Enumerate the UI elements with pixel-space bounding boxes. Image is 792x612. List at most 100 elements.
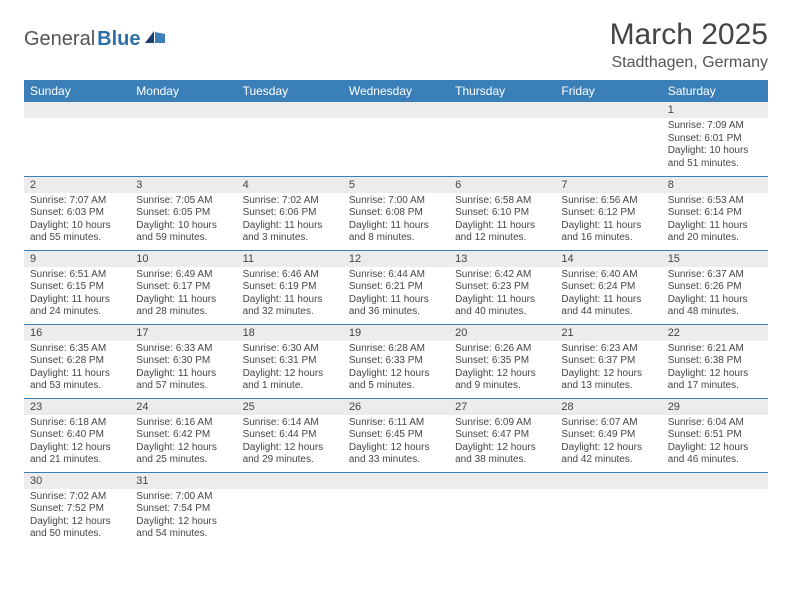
calendar-cell	[237, 472, 343, 546]
daylight-label: Daylight: 12 hours and 1 minute.	[243, 368, 337, 393]
sunset-label: Sunset: 6:33 PM	[349, 355, 443, 368]
calendar-cell	[130, 102, 236, 176]
calendar-cell: 23Sunrise: 6:18 AMSunset: 6:40 PMDayligh…	[24, 398, 130, 472]
daylight-label: Daylight: 12 hours and 21 minutes.	[30, 442, 124, 467]
sunset-label: Sunset: 6:37 PM	[561, 355, 655, 368]
day-number: 3	[130, 177, 236, 193]
calendar-cell: 4Sunrise: 7:02 AMSunset: 6:06 PMDaylight…	[237, 176, 343, 250]
flag-icon	[145, 29, 167, 50]
calendar-row: 30Sunrise: 7:02 AMSunset: 7:52 PMDayligh…	[24, 472, 768, 546]
day-details: Sunrise: 6:46 AMSunset: 6:19 PMDaylight:…	[237, 267, 343, 323]
sunset-label: Sunset: 6:21 PM	[349, 281, 443, 294]
sunrise-label: Sunrise: 7:07 AM	[30, 195, 124, 208]
sunrise-label: Sunrise: 6:11 AM	[349, 417, 443, 430]
sunrise-label: Sunrise: 6:30 AM	[243, 343, 337, 356]
calendar-cell	[449, 102, 555, 176]
calendar-row: 9Sunrise: 6:51 AMSunset: 6:15 PMDaylight…	[24, 250, 768, 324]
calendar-cell	[237, 102, 343, 176]
calendar-cell: 17Sunrise: 6:33 AMSunset: 6:30 PMDayligh…	[130, 324, 236, 398]
sunset-label: Sunset: 6:40 PM	[30, 429, 124, 442]
daylight-label: Daylight: 11 hours and 32 minutes.	[243, 294, 337, 319]
sunrise-label: Sunrise: 6:04 AM	[668, 417, 762, 430]
sunrise-label: Sunrise: 6:26 AM	[455, 343, 549, 356]
day-number	[343, 102, 449, 118]
sunrise-label: Sunrise: 6:35 AM	[30, 343, 124, 356]
day-details: Sunrise: 7:02 AMSunset: 7:52 PMDaylight:…	[24, 489, 130, 545]
sunset-label: Sunset: 6:19 PM	[243, 281, 337, 294]
day-details: Sunrise: 6:26 AMSunset: 6:35 PMDaylight:…	[449, 341, 555, 397]
day-details: Sunrise: 7:09 AMSunset: 6:01 PMDaylight:…	[662, 118, 768, 174]
sunrise-label: Sunrise: 7:02 AM	[243, 195, 337, 208]
page-title: March 2025	[610, 18, 768, 52]
calendar-table: Sunday Monday Tuesday Wednesday Thursday…	[24, 80, 768, 546]
calendar-cell: 19Sunrise: 6:28 AMSunset: 6:33 PMDayligh…	[343, 324, 449, 398]
day-details: Sunrise: 6:49 AMSunset: 6:17 PMDaylight:…	[130, 267, 236, 323]
sunrise-label: Sunrise: 6:33 AM	[136, 343, 230, 356]
day-number: 22	[662, 325, 768, 341]
calendar-cell: 21Sunrise: 6:23 AMSunset: 6:37 PMDayligh…	[555, 324, 661, 398]
calendar-cell: 24Sunrise: 6:16 AMSunset: 6:42 PMDayligh…	[130, 398, 236, 472]
col-thursday: Thursday	[449, 80, 555, 102]
sunset-label: Sunset: 6:31 PM	[243, 355, 337, 368]
daylight-label: Daylight: 11 hours and 24 minutes.	[30, 294, 124, 319]
calendar-cell: 12Sunrise: 6:44 AMSunset: 6:21 PMDayligh…	[343, 250, 449, 324]
day-number: 4	[237, 177, 343, 193]
day-details: Sunrise: 6:18 AMSunset: 6:40 PMDaylight:…	[24, 415, 130, 471]
sunset-label: Sunset: 6:08 PM	[349, 207, 443, 220]
sunset-label: Sunset: 6:28 PM	[30, 355, 124, 368]
sunset-label: Sunset: 6:05 PM	[136, 207, 230, 220]
sunrise-label: Sunrise: 6:53 AM	[668, 195, 762, 208]
sunset-label: Sunset: 6:49 PM	[561, 429, 655, 442]
day-number: 10	[130, 251, 236, 267]
calendar-cell: 3Sunrise: 7:05 AMSunset: 6:05 PMDaylight…	[130, 176, 236, 250]
sunrise-label: Sunrise: 6:56 AM	[561, 195, 655, 208]
sunset-label: Sunset: 7:54 PM	[136, 503, 230, 516]
day-details: Sunrise: 7:02 AMSunset: 6:06 PMDaylight:…	[237, 193, 343, 249]
daylight-label: Daylight: 12 hours and 54 minutes.	[136, 516, 230, 541]
col-saturday: Saturday	[662, 80, 768, 102]
sunset-label: Sunset: 6:15 PM	[30, 281, 124, 294]
sunset-label: Sunset: 6:30 PM	[136, 355, 230, 368]
day-number: 28	[555, 399, 661, 415]
sunrise-label: Sunrise: 6:28 AM	[349, 343, 443, 356]
day-number: 31	[130, 473, 236, 489]
calendar-row: 1Sunrise: 7:09 AMSunset: 6:01 PMDaylight…	[24, 102, 768, 176]
sunset-label: Sunset: 6:38 PM	[668, 355, 762, 368]
daylight-label: Daylight: 11 hours and 16 minutes.	[561, 220, 655, 245]
day-number: 19	[343, 325, 449, 341]
sunset-label: Sunset: 6:47 PM	[455, 429, 549, 442]
day-details: Sunrise: 6:09 AMSunset: 6:47 PMDaylight:…	[449, 415, 555, 471]
day-number: 5	[343, 177, 449, 193]
day-details: Sunrise: 6:04 AMSunset: 6:51 PMDaylight:…	[662, 415, 768, 471]
calendar-cell: 22Sunrise: 6:21 AMSunset: 6:38 PMDayligh…	[662, 324, 768, 398]
day-details: Sunrise: 6:21 AMSunset: 6:38 PMDaylight:…	[662, 341, 768, 397]
sunrise-label: Sunrise: 6:21 AM	[668, 343, 762, 356]
day-number	[449, 102, 555, 118]
col-monday: Monday	[130, 80, 236, 102]
sunrise-label: Sunrise: 7:00 AM	[349, 195, 443, 208]
sunrise-label: Sunrise: 6:42 AM	[455, 269, 549, 282]
sunrise-label: Sunrise: 6:58 AM	[455, 195, 549, 208]
calendar-cell: 7Sunrise: 6:56 AMSunset: 6:12 PMDaylight…	[555, 176, 661, 250]
daylight-label: Daylight: 10 hours and 55 minutes.	[30, 220, 124, 245]
daylight-label: Daylight: 12 hours and 29 minutes.	[243, 442, 337, 467]
daylight-label: Daylight: 12 hours and 50 minutes.	[30, 516, 124, 541]
calendar-cell: 25Sunrise: 6:14 AMSunset: 6:44 PMDayligh…	[237, 398, 343, 472]
day-number	[662, 473, 768, 489]
calendar-cell: 28Sunrise: 6:07 AMSunset: 6:49 PMDayligh…	[555, 398, 661, 472]
day-details: Sunrise: 6:35 AMSunset: 6:28 PMDaylight:…	[24, 341, 130, 397]
day-details: Sunrise: 6:53 AMSunset: 6:14 PMDaylight:…	[662, 193, 768, 249]
sunset-label: Sunset: 6:35 PM	[455, 355, 549, 368]
calendar-cell: 26Sunrise: 6:11 AMSunset: 6:45 PMDayligh…	[343, 398, 449, 472]
day-number: 20	[449, 325, 555, 341]
sunrise-label: Sunrise: 7:05 AM	[136, 195, 230, 208]
sunset-label: Sunset: 6:45 PM	[349, 429, 443, 442]
calendar-row: 16Sunrise: 6:35 AMSunset: 6:28 PMDayligh…	[24, 324, 768, 398]
day-number: 9	[24, 251, 130, 267]
daylight-label: Daylight: 11 hours and 20 minutes.	[668, 220, 762, 245]
sunrise-label: Sunrise: 7:02 AM	[30, 491, 124, 504]
sunset-label: Sunset: 6:24 PM	[561, 281, 655, 294]
col-wednesday: Wednesday	[343, 80, 449, 102]
daylight-label: Daylight: 12 hours and 46 minutes.	[668, 442, 762, 467]
sunset-label: Sunset: 6:44 PM	[243, 429, 337, 442]
